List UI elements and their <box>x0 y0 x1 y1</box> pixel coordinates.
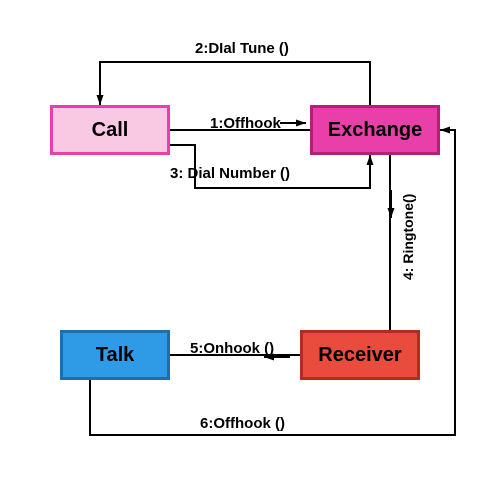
edge-label-e5: 5:Onhook () <box>190 340 274 357</box>
node-receiver: Receiver <box>300 330 420 380</box>
node-talk: Talk <box>60 330 170 380</box>
edge-label-e4: 4: Ringtone() <box>400 194 416 280</box>
node-exchange: Exchange <box>310 105 440 155</box>
diagram-stage: 1:Offhook 2:DIal Tune () 3: Dial Number ()… <box>0 0 500 500</box>
edge-label-e3: 3: Dial Number () <box>170 165 290 182</box>
edge-label-e6: 6:Offhook () <box>200 415 285 432</box>
node-call: Call <box>50 105 170 155</box>
edge-label-e2: 2:DIal Tune () <box>195 40 289 57</box>
edge-label-e1: 1:Offhook <box>210 115 281 132</box>
